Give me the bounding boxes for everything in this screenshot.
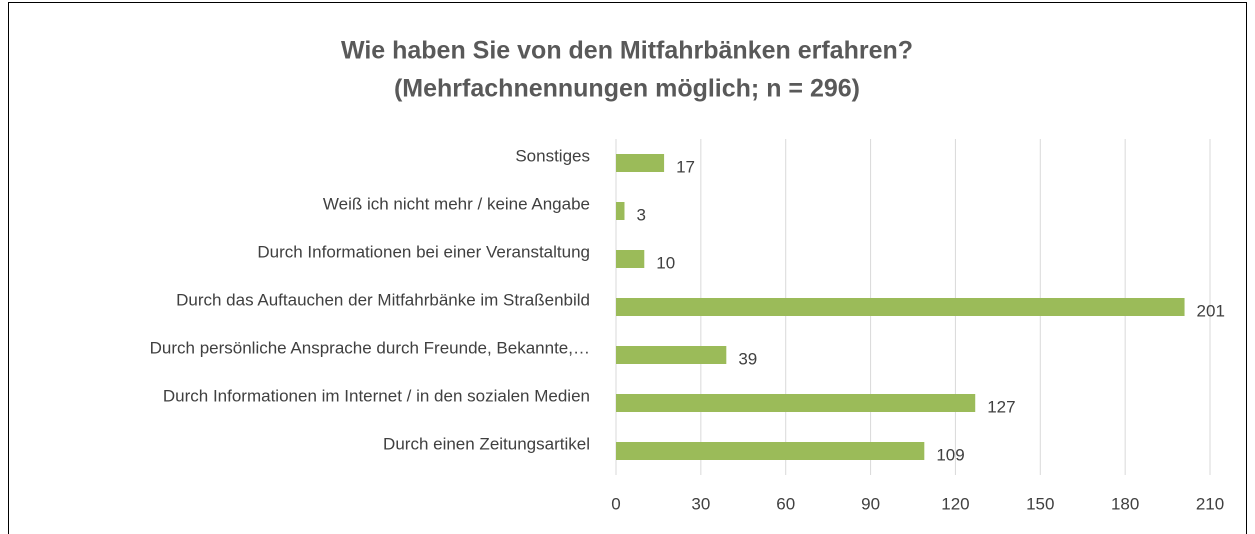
bar [616,154,665,172]
y-tick-label: Durch Informationen bei einer Veranstalt… [257,242,590,261]
chart-subtitle: (Mehrfachnennungen möglich; n = 296) [394,75,860,103]
y-tick-label: Durch das Auftauchen der Mitfahrbänke im… [176,290,590,309]
y-tick-label: Durch Informationen im Internet / in den… [163,386,590,405]
value-label: 17 [676,157,695,176]
x-tick-label: 120 [941,494,969,513]
chart-title: Wie haben Sie von den Mitfahrbänken erfa… [341,37,913,65]
x-tick-label: 0 [611,494,620,513]
bar [616,346,727,364]
value-label: 127 [987,397,1015,416]
x-tick-label: 150 [1026,494,1054,513]
x-tick-label: 210 [1196,494,1224,513]
y-tick-label: Durch einen Zeitungsartikel [383,434,590,453]
value-label: 10 [656,253,675,272]
x-tick-label: 30 [691,494,710,513]
bar [616,250,645,268]
value-label: 3 [636,205,645,224]
y-tick-label: Durch persönliche Ansprache durch Freund… [150,338,590,357]
y-tick-label: Weiß ich nicht mehr / keine Angabe [323,194,590,213]
bar [616,394,976,412]
x-tick-label: 60 [776,494,795,513]
value-label: 39 [738,349,757,368]
bar [616,202,625,220]
x-tick-label: 180 [1111,494,1139,513]
y-tick-label: Sonstiges [515,146,590,165]
value-label: 109 [936,445,964,464]
value-label: 201 [1197,301,1225,320]
bar [616,442,925,460]
bar [616,298,1185,316]
x-tick-label: 90 [861,494,880,513]
